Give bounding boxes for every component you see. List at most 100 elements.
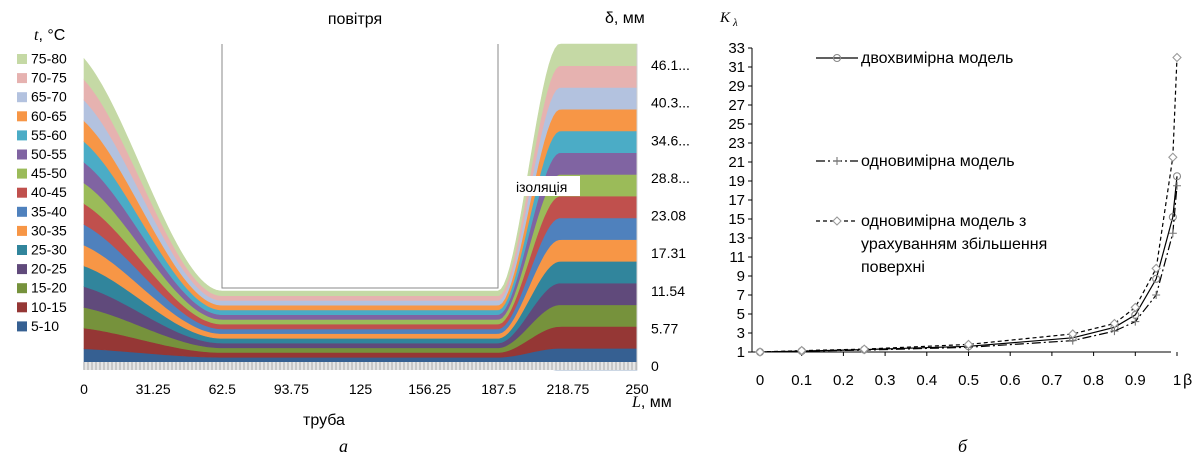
legend-label: 30-35 xyxy=(31,222,67,238)
data-point-plus xyxy=(1131,317,1140,326)
data-point-diamond xyxy=(1067,329,1078,339)
y-tick-label-b: 33 xyxy=(728,40,745,57)
legend-label: 35-40 xyxy=(31,203,67,219)
y-tick-label-a: 5.77 xyxy=(651,320,678,336)
series-layer xyxy=(755,52,1182,357)
y-tick-label-a: 11.54 xyxy=(651,283,685,299)
y-axis-label-a: δ, мм xyxy=(605,10,645,27)
y-tick-label-b: 9 xyxy=(737,268,745,285)
data-point-diamond xyxy=(963,339,974,350)
series-1 xyxy=(756,181,1181,356)
legend-swatch xyxy=(17,264,27,275)
y-tick-label-b: 5 xyxy=(737,306,745,323)
series-0 xyxy=(755,172,1182,357)
y-tick-label-b: 27 xyxy=(728,97,745,114)
data-point-circle xyxy=(1168,213,1177,222)
annotation-pipe: труба xyxy=(303,412,345,429)
y-tick-label-b: 11 xyxy=(729,249,745,266)
data-point-diamond xyxy=(832,216,842,226)
panel-b: 0 0.1 0.2 0.3 0.4 0.5 0.6 0.7 0.8 0.9 1 1357911131… xyxy=(719,10,1192,456)
x-tick-label-b: 0.5 xyxy=(958,372,979,389)
pipe-edge-hatch xyxy=(83,362,637,370)
x-tick-label-b: 0.3 xyxy=(875,372,896,389)
x-tick-label-a: 125 xyxy=(349,381,373,397)
y-tick-label-b: 31 xyxy=(728,59,745,76)
x-tick-label-a: 31.25 xyxy=(136,381,171,397)
x-tick-label-a: 187.5 xyxy=(481,381,516,397)
legend-label: 70-75 xyxy=(31,70,67,86)
y-tick-label-a: 46.1... xyxy=(651,57,690,73)
y-tick-label-b: 29 xyxy=(728,78,745,95)
y-axis-ticks-a: 0 5.77 11.54 17.31 23.08 28.8... 34.6... 40.3..… xyxy=(636,44,690,374)
data-point-diamond xyxy=(859,344,870,354)
y-tick-label-b: 23 xyxy=(728,135,745,152)
x-axis-label-a: L, мм xyxy=(631,394,672,411)
legend-swatch xyxy=(17,92,27,103)
y-tick-label-b: 13 xyxy=(728,230,745,247)
legend-label: двохвимірна модель xyxy=(861,50,1013,67)
x-tick-label-b: 0.4 xyxy=(916,372,937,389)
x-tick-label-b: 0.1 xyxy=(791,372,812,389)
series-2 xyxy=(755,52,1182,357)
model-legend: двохвимірна модель одновимірна модель одно… xyxy=(816,50,1047,276)
y-tick-label-a: 34.6... xyxy=(651,132,690,148)
legend-label: поверхні xyxy=(861,259,925,276)
pipe-edge-strip xyxy=(84,362,637,370)
panel-label-b: б xyxy=(958,436,968,456)
data-point-diamond xyxy=(796,345,807,356)
annotation-air: повітря xyxy=(328,11,382,28)
x-tick-label-a: 218.75 xyxy=(546,381,589,397)
x-tick-label-a: 93.75 xyxy=(274,381,309,397)
fin-cavity xyxy=(222,44,498,288)
annotation-insulation-box xyxy=(513,176,580,196)
y-tick-label-b: 21 xyxy=(728,154,745,171)
fin-outline xyxy=(221,44,499,289)
data-point-diamond xyxy=(1109,318,1120,329)
data-point-circle xyxy=(1152,274,1161,283)
x-tick-label-b: 0.6 xyxy=(1000,372,1021,389)
data-point-circle xyxy=(1172,172,1182,181)
legend-swatch xyxy=(17,302,27,313)
y-tick-label-b: 3 xyxy=(737,325,745,342)
x-axis-ticks-a: 0 31.25 62.5 93.75 125 156.25 187.5 218.75 250 xyxy=(80,381,649,397)
data-point-diamond xyxy=(1172,52,1182,63)
legend-label: 10-15 xyxy=(31,299,67,315)
x-tick-label-b: 0.2 xyxy=(833,372,854,389)
legend-swatch xyxy=(17,283,27,294)
y-tick-label-b: 1 xyxy=(737,344,745,361)
panel-label-a: а xyxy=(339,436,348,456)
legend-label: одновимірна модель з xyxy=(861,213,1026,230)
y-tick-label-a: 28.8... xyxy=(651,170,690,186)
x-tick-label-b: 0 xyxy=(756,372,764,389)
legend-swatch xyxy=(17,206,27,217)
legend-label: 50-55 xyxy=(31,146,67,162)
x-tick-label-a: 250 xyxy=(625,381,649,397)
legend-label: 60-65 xyxy=(31,108,67,124)
legend-title: t, °C xyxy=(34,27,65,44)
legend-label: 75-80 xyxy=(31,51,67,67)
data-point-diamond xyxy=(755,347,765,357)
data-point-plus xyxy=(1110,327,1119,336)
x-tick-label-a: 62.5 xyxy=(209,381,236,397)
data-point-plus xyxy=(1168,229,1177,238)
legend-label: 65-70 xyxy=(31,89,67,105)
legend-swatch xyxy=(17,245,27,255)
y-tick-label-b: 7 xyxy=(737,287,745,304)
y-tick-label-a: 23.08 xyxy=(651,208,686,224)
legend-swatch xyxy=(17,225,27,236)
legend-label: 40-45 xyxy=(31,184,67,200)
annotation-insulation: ізоляція xyxy=(516,179,567,195)
legend-label: 15-20 xyxy=(31,280,67,296)
series-line xyxy=(759,185,1178,353)
legend-swatch xyxy=(17,54,27,64)
legend-label: 20-25 xyxy=(31,261,67,277)
y-tick-label-b: 17 xyxy=(728,192,745,209)
data-point-circle xyxy=(832,53,842,63)
y-tick-label-b: 19 xyxy=(728,173,745,190)
data-point-plus xyxy=(833,157,841,165)
legend-swatch xyxy=(17,111,27,122)
legend-swatch xyxy=(17,321,27,332)
